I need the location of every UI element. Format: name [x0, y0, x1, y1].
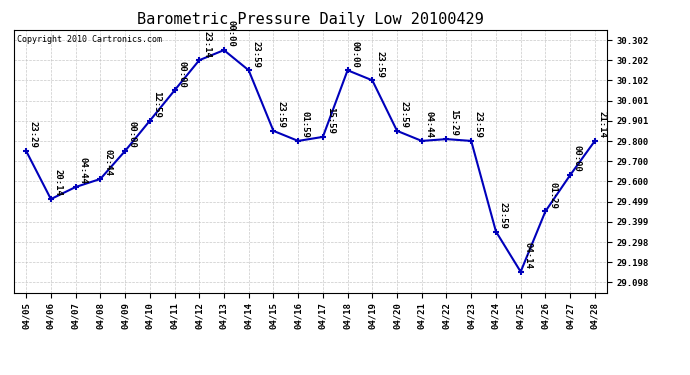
Text: 20:14: 20:14 [54, 170, 63, 196]
Text: 23:14: 23:14 [202, 30, 211, 57]
Text: 23:59: 23:59 [276, 101, 285, 128]
Text: 00:00: 00:00 [573, 146, 582, 172]
Text: 23:29: 23:29 [29, 122, 38, 148]
Text: 01:59: 01:59 [301, 111, 310, 138]
Text: 15:59: 15:59 [326, 107, 335, 134]
Text: 23:59: 23:59 [251, 40, 260, 68]
Text: 23:59: 23:59 [375, 51, 384, 78]
Text: 23:59: 23:59 [400, 101, 408, 128]
Text: 04:44: 04:44 [424, 111, 433, 138]
Text: 12:59: 12:59 [152, 91, 161, 118]
Text: 15:29: 15:29 [449, 110, 458, 136]
Text: 01:29: 01:29 [548, 182, 557, 209]
Text: Copyright 2010 Cartronics.com: Copyright 2010 Cartronics.com [17, 35, 161, 44]
Text: 00:00: 00:00 [128, 122, 137, 148]
Title: Barometric Pressure Daily Low 20100429: Barometric Pressure Daily Low 20100429 [137, 12, 484, 27]
Text: 04:44: 04:44 [79, 158, 88, 184]
Text: 00:00: 00:00 [177, 61, 186, 88]
Text: 21:14: 21:14 [598, 111, 607, 138]
Text: 04:14: 04:14 [524, 242, 533, 269]
Text: 23:59: 23:59 [499, 202, 508, 229]
Text: 00:00: 00:00 [351, 40, 359, 68]
Text: 00:00: 00:00 [227, 21, 236, 47]
Text: 23:59: 23:59 [474, 111, 483, 138]
Text: 02:44: 02:44 [103, 149, 112, 176]
